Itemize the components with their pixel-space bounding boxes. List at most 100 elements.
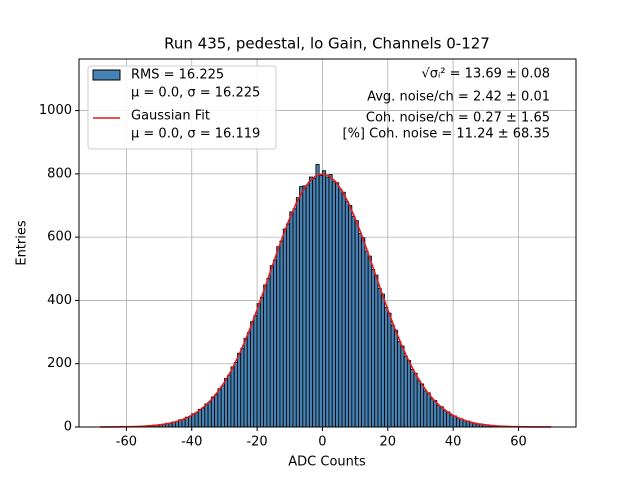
histogram-bar [377,288,382,428]
histogram-bar [338,189,343,428]
histogram-bar [299,186,304,428]
histogram-bar [390,324,395,428]
histogram-bar [289,211,294,428]
histogram-bar [374,274,379,428]
histogram-bar [233,362,238,428]
histogram-bar [439,406,444,428]
histogram-bar [315,163,320,428]
histogram-bar [367,255,372,428]
histogram-bar [312,178,317,428]
histogram-bar [371,269,376,428]
annotation: Avg. noise/ch = 2.42 ± 0.01 [367,90,550,105]
histogram-bar [308,176,314,428]
y-tick-label: 400 [47,293,72,308]
histogram-bar [331,181,336,428]
histogram-bar [269,265,274,428]
histogram-bar [420,383,425,428]
annotation: Coh. noise/ch = 0.27 ± 1.65 [366,111,550,126]
histogram-bar [351,216,356,428]
histogram-bar [305,184,310,428]
histogram-bar [400,345,405,428]
histogram-bar [348,205,353,428]
legend-label: μ = 0.0, σ = 16.119 [131,127,260,142]
histogram-bar [197,408,202,428]
histogram-bar [214,394,219,428]
legend-swatch [92,69,121,81]
histogram-bar [266,277,271,428]
histogram-bar [292,208,297,428]
y-tick-label: 800 [47,166,72,181]
histogram-bar [410,369,415,428]
histogram-bar [220,385,225,428]
histogram-bar [426,392,431,428]
histogram-bar [403,355,408,428]
histogram-bar [246,332,251,428]
histogram-bar [380,293,385,428]
histogram-bar [188,416,193,428]
legend-label: RMS = 16.225 [131,68,224,83]
histogram-bar [207,401,212,428]
histogram-bar [227,374,232,428]
histogram-bar [325,176,330,428]
histogram-bar [240,348,245,428]
y-tick-label: 200 [47,356,72,371]
histogram-bar [354,220,359,428]
x-axis-label: ADC Counts [288,455,366,470]
histogram-bar [237,352,242,428]
histogram-bar [194,412,199,428]
annotation: √σᵢ² = 13.69 ± 0.08 [421,67,550,82]
histogram-bar [413,372,418,428]
legend-label: Gaussian Fit [131,109,210,124]
y-axis-label: Entries [15,220,30,266]
x-tick-label: 40 [445,435,462,450]
histogram-bar [429,398,434,428]
histogram-bar [452,415,457,428]
histogram-bar [423,390,428,428]
histogram-bar [224,378,229,428]
histogram-bar [436,405,441,428]
histogram-bar [406,360,412,428]
y-tick-label: 1000 [39,103,72,118]
histogram-bar [259,296,265,428]
histogram-bar [397,341,402,428]
histogram-bar [217,388,222,428]
histogram-bar [357,232,363,428]
histogram-bar [201,407,206,428]
histogram-bar [210,396,216,428]
histogram-bar [384,306,389,428]
histogram-bar [273,259,278,428]
plot-frame [78,58,577,428]
histogram-bar [276,246,281,428]
histogram-bar [318,175,323,428]
x-tick-label: -20 [246,435,267,450]
y-tick-label: 600 [47,230,72,245]
x-tick-label: 60 [510,435,527,450]
legend-label: μ = 0.0, σ = 16.225 [131,86,260,101]
x-tick-label: 0 [318,435,326,450]
histogram-bar [462,420,467,428]
histogram-bar [416,380,421,428]
histogram-bar [256,303,261,428]
histogram-bar [230,366,235,428]
x-tick-label: -40 [181,435,202,450]
histogram-bar [204,403,209,428]
histogram-bar [263,284,268,428]
histogram-bar [286,223,291,428]
histogram-bar [446,411,451,428]
x-tick-label: 20 [380,435,397,450]
histogram-bar [449,414,454,428]
chart-title: Run 435, pedestal, lo Gain, Channels 0-1… [164,35,490,53]
histogram-bar [250,321,255,428]
histogram-bar [364,250,369,428]
histogram-bar [253,315,258,428]
histogram-bar [322,170,327,428]
histogram-bar [442,410,448,428]
histogram-bar [282,228,287,428]
histogram-bar [361,237,366,428]
histogram-bar [295,197,300,428]
histogram-bar [302,185,307,428]
histogram-bar [181,419,186,428]
histogram-bar [456,417,461,428]
x-tick-label: -60 [116,435,137,450]
